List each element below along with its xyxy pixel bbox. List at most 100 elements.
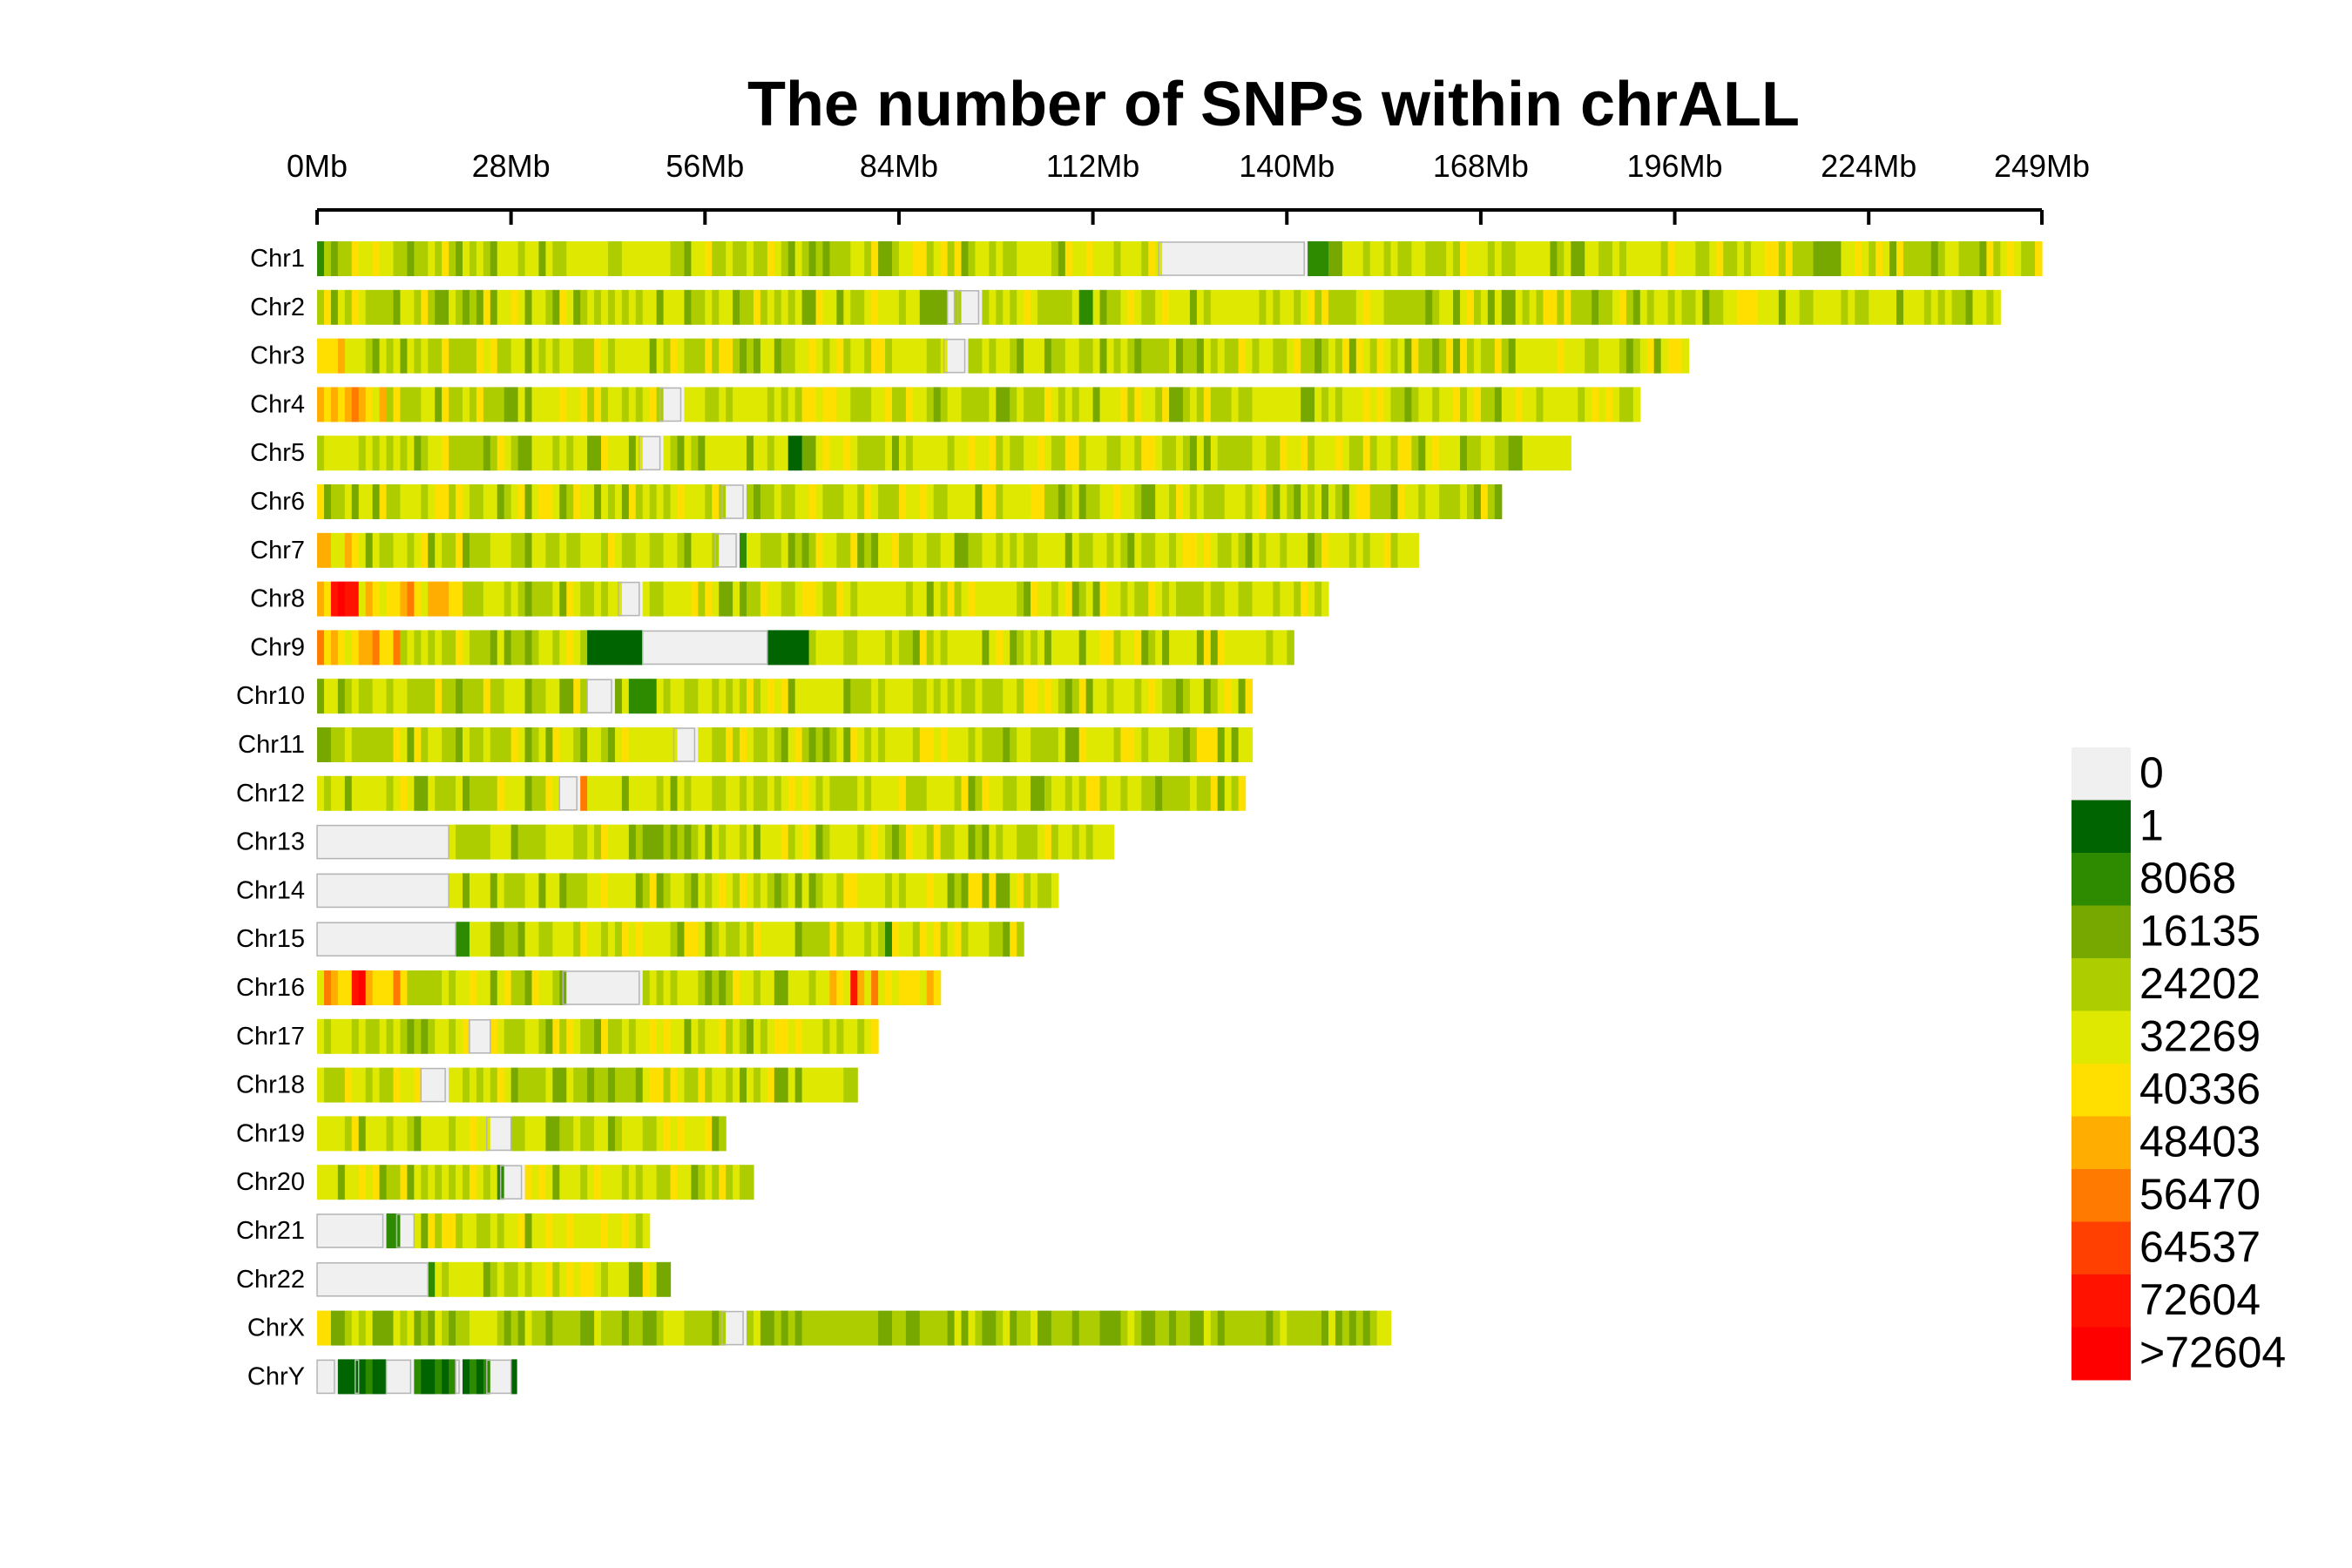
- density-bin: [628, 775, 637, 811]
- density-bin: [621, 532, 630, 568]
- density-bin: [365, 484, 374, 519]
- density-bin: [1017, 241, 1024, 276]
- density-bin: [456, 338, 463, 374]
- density-bin: [815, 727, 824, 762]
- density-bin: [642, 922, 651, 957]
- density-bin: [712, 1067, 720, 1103]
- density-bin: [469, 630, 477, 666]
- density-bin: [1037, 581, 1045, 617]
- density-bin: [1273, 241, 1281, 276]
- density-bin: [469, 387, 477, 422]
- density-bin: [1238, 679, 1247, 714]
- density-bin: [898, 532, 907, 568]
- density-bin: [1031, 679, 1038, 714]
- density-bin: [1834, 241, 1842, 276]
- density-bin: [483, 532, 491, 568]
- density-bin: [1162, 289, 1170, 325]
- density-bin: [1301, 436, 1308, 471]
- density-bin: [747, 922, 754, 957]
- density-bin: [733, 1018, 740, 1054]
- density-bin: [1113, 289, 1122, 325]
- density-bin: [1515, 289, 1524, 325]
- density-bin: [801, 1310, 810, 1346]
- density-bin: [733, 241, 740, 276]
- density-bin: [1432, 241, 1440, 276]
- density-bin: [836, 630, 844, 666]
- density-bin: [351, 679, 360, 714]
- density-bin: [323, 775, 332, 811]
- density-bin: [1494, 484, 1503, 519]
- density-bin: [726, 1165, 733, 1200]
- density-bin: [337, 873, 346, 909]
- density-bin: [843, 581, 851, 617]
- density-bin: [829, 970, 837, 1005]
- density-bin: [1598, 387, 1606, 422]
- density-bin: [469, 1116, 477, 1152]
- density-bin: [1106, 630, 1115, 666]
- density-bin: [517, 1018, 526, 1054]
- x-tick-label: 168Mb: [1433, 148, 1529, 184]
- density-bin: [483, 727, 491, 762]
- density-bin: [670, 630, 679, 666]
- chromosome-track: [316, 1359, 517, 1395]
- density-bin: [774, 727, 782, 762]
- density-bin: [822, 387, 831, 422]
- density-bin: [1031, 581, 1038, 617]
- density-bin: [400, 241, 408, 276]
- chromosome-label: Chr19: [236, 1119, 305, 1147]
- density-bin: [1231, 581, 1240, 617]
- density-bin: [372, 241, 381, 276]
- density-bin: [1287, 387, 1294, 422]
- density-bin: [1592, 387, 1599, 422]
- density-bin: [982, 289, 990, 325]
- density-bin: [1031, 873, 1038, 909]
- density-bin: [684, 1165, 692, 1200]
- density-bin: [753, 338, 761, 374]
- density-bin: [462, 387, 470, 422]
- gap-outline: [659, 387, 682, 422]
- density-bin: [538, 775, 547, 811]
- density-bin: [940, 581, 949, 617]
- density-bin: [1855, 241, 1862, 276]
- density-bin: [1280, 630, 1288, 666]
- density-bin: [386, 338, 395, 374]
- density-bin: [1376, 436, 1385, 471]
- density-bin: [677, 484, 686, 519]
- density-bin: [1889, 289, 1897, 325]
- density-bin: [905, 241, 914, 276]
- density-bin: [677, 532, 686, 568]
- density-bin: [1238, 387, 1247, 422]
- density-bin: [344, 727, 353, 762]
- density-bin: [1210, 630, 1219, 666]
- density-bin: [961, 775, 970, 811]
- density-bin: [781, 289, 789, 325]
- density-bin: [815, 436, 824, 471]
- density-bin: [1480, 436, 1489, 471]
- density-bin: [1037, 727, 1045, 762]
- density-bin: [614, 1116, 623, 1152]
- density-bin: [1376, 484, 1385, 519]
- density-bin: [878, 873, 886, 909]
- density-bin: [358, 679, 367, 714]
- density-bin: [808, 1018, 817, 1054]
- density-bin: [1162, 338, 1170, 374]
- density-bin: [510, 289, 519, 325]
- density-bin: [330, 484, 339, 519]
- density-bin: [517, 1261, 526, 1297]
- density-bin: [490, 484, 498, 519]
- density-bin: [663, 581, 672, 617]
- density-bin: [407, 1310, 415, 1346]
- density-bin: [566, 1116, 574, 1152]
- density-bin: [753, 532, 761, 568]
- density-bin: [1071, 289, 1080, 325]
- density-bin: [621, 338, 630, 374]
- density-bin: [621, 1116, 630, 1152]
- density-bin: [393, 679, 402, 714]
- density-bin: [1231, 241, 1240, 276]
- density-bin: [1064, 338, 1073, 374]
- density-bin: [794, 775, 803, 811]
- density-bin: [933, 338, 942, 374]
- density-bin: [435, 775, 443, 811]
- legend-label: 1: [2139, 801, 2164, 850]
- density-bin: [351, 1165, 360, 1200]
